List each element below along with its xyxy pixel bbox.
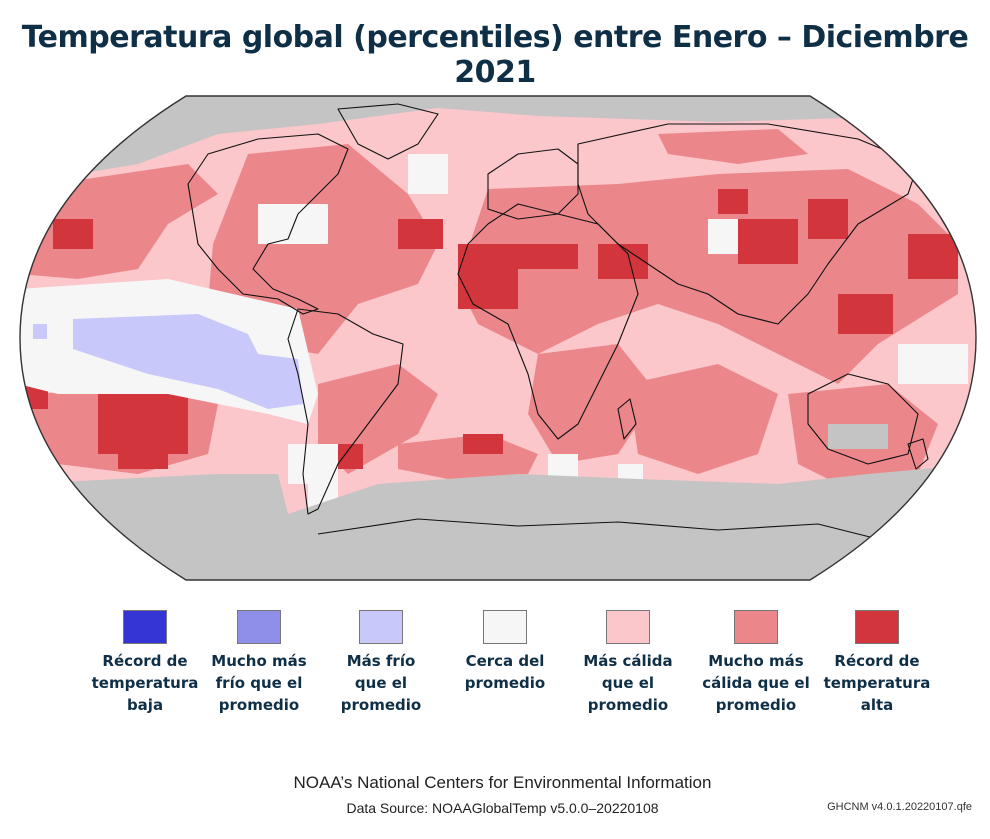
australia-outline [807, 373, 919, 465]
legend-label-much-warmer: Mucho más cálida que el promedio [702, 652, 810, 714]
map-title: Temperatura global (percentiles) entre E… [21, 20, 969, 90]
legend-item-cooler: Más frío que el promedio [316, 610, 446, 716]
new-zealand-outline [907, 438, 929, 470]
legend-swatch-much-cooler [237, 610, 281, 644]
map-svg [19, 95, 977, 581]
record-warm-regions [23, 189, 958, 469]
continent-outlines [187, 103, 929, 540]
legend-item-near-average: Cerca del promedio [440, 610, 570, 694]
europe-outline [487, 148, 579, 220]
map-border [19, 95, 977, 581]
legend: Récord de temperatura baja Mucho más frí… [0, 610, 990, 720]
credit-data-source: Data Source: NOAAGlobalTemp v5.0.0–20220… [346, 800, 659, 816]
asia-outline [577, 123, 919, 325]
legend-swatch-much-warmer [734, 610, 778, 644]
africa-outline [457, 203, 639, 440]
madagascar-outline [617, 398, 637, 440]
world-map [18, 94, 978, 582]
no-data-regions [20, 96, 976, 580]
legend-swatch-record-high [855, 610, 899, 644]
legend-item-much-warmer: Mucho más cálida que el promedio [691, 610, 821, 716]
legend-item-much-cooler: Mucho más frío que el promedio [194, 610, 324, 716]
legend-label-cooler: Más frío que el promedio [340, 652, 422, 714]
legend-item-record-high: Récord de temperatura alta [812, 610, 942, 716]
greenland-outline [337, 103, 439, 160]
north-america-outline [187, 133, 349, 315]
legend-label-record-low: Récord de temperatura baja [91, 652, 199, 714]
cooler-regions [33, 314, 303, 409]
legend-swatch-near-average [483, 610, 527, 644]
legend-item-record-low: Récord de temperatura baja [80, 610, 210, 716]
legend-item-warmer: Más cálida que el promedio [563, 610, 693, 716]
legend-label-record-high: Récord de temperatura alta [823, 652, 931, 714]
legend-label-near-average: Cerca del promedio [464, 652, 546, 692]
legend-swatch-cooler [359, 610, 403, 644]
legend-swatch-warmer [606, 610, 650, 644]
credit-organization: NOAA’s National Centers for Environmenta… [293, 773, 712, 792]
south-america-outline [287, 308, 404, 515]
legend-swatch-record-low [123, 610, 167, 644]
legend-label-much-cooler: Mucho más frío que el promedio [211, 652, 307, 714]
version-label: GHCNM v4.0.1.20220107.qfe [827, 801, 972, 813]
antarctica-outline [317, 518, 879, 540]
legend-label-warmer: Más cálida que el promedio [583, 652, 673, 714]
